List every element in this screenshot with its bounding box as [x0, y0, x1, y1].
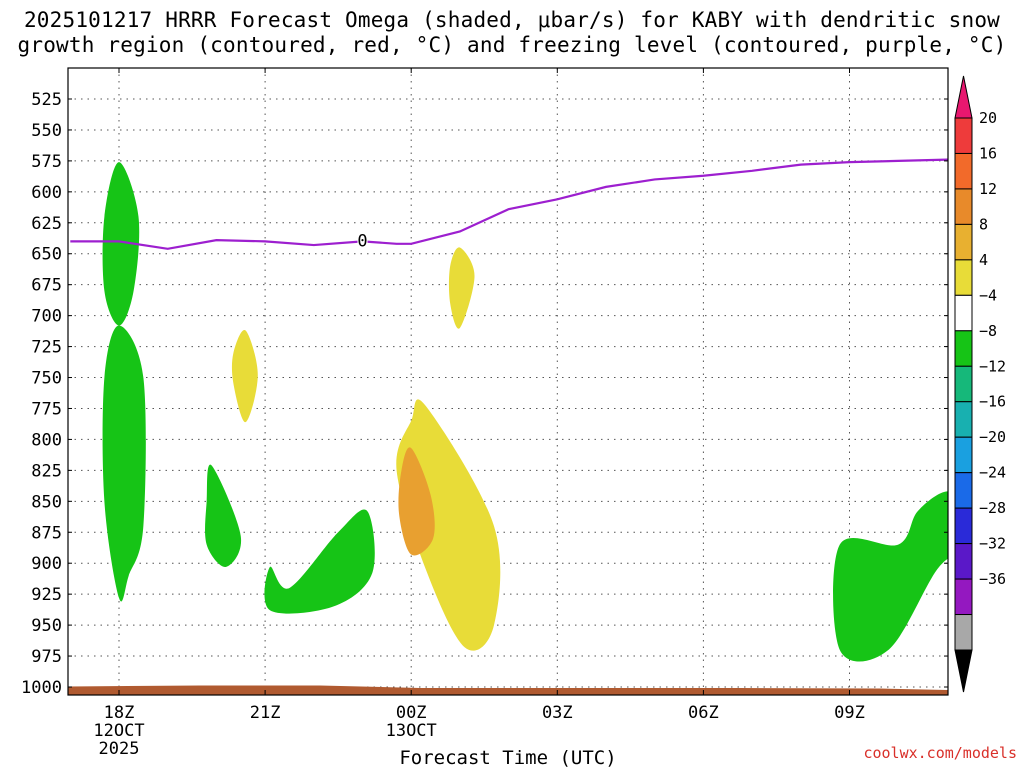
y-tick-label: 1000 [21, 678, 62, 698]
y-tick-label: 700 [31, 307, 62, 327]
colorbar-band [954, 507, 973, 545]
x-axis-title: Forecast Time (UTC) [399, 747, 616, 768]
omega-region-0 [102, 162, 140, 326]
y-tick-label: 975 [31, 647, 62, 667]
x-tick-label: 18Z [104, 703, 135, 723]
plot-area: 0 [68, 68, 948, 695]
colorbar-band [954, 223, 973, 261]
colorbar-label: −32 [979, 535, 1006, 553]
omega-region-2 [205, 464, 242, 568]
omega-region-1 [102, 325, 146, 602]
colorbar-label: −28 [979, 499, 1006, 517]
x-tick-label: 21Z [250, 703, 281, 723]
y-tick-label: 825 [31, 461, 62, 481]
colorbar-label: −4 [979, 286, 997, 304]
y-tick-label: 900 [31, 554, 62, 574]
colorbar-band [954, 614, 973, 651]
freezing-level-label: 0 [357, 231, 367, 251]
colorbar-label: −8 [979, 322, 997, 340]
colorbar-label: −24 [979, 464, 1006, 482]
x-tick-sublabel: 12OCT [93, 721, 144, 741]
y-tick-label: 925 [31, 585, 62, 605]
omega-region-8 [398, 447, 435, 556]
plot-frame [67, 67, 949, 696]
omega-region-5 [396, 399, 501, 651]
colorbar-top-arrow [954, 75, 973, 119]
x-tick-label: 09Z [834, 703, 865, 723]
y-tick-label: 525 [31, 90, 62, 110]
colorbar-band [954, 578, 973, 616]
colorbar-band [954, 472, 973, 509]
colorbar-label: 4 [979, 251, 988, 269]
colorbar-bottom-arrow [954, 649, 973, 693]
colorbar-label: 8 [979, 215, 988, 233]
colorbar-band [954, 294, 973, 332]
omega-region-3 [264, 509, 375, 614]
y-tick-label: 550 [31, 121, 62, 141]
colorbar-band [954, 330, 973, 367]
colorbar-label: −16 [979, 393, 1006, 411]
y-tick-label: 775 [31, 399, 62, 419]
freezing-level-line [70, 158, 948, 250]
omega-region-6 [448, 247, 475, 329]
x-tick-label: 03Z [542, 703, 573, 723]
y-tick-label: 875 [31, 523, 62, 543]
colorbar-band [954, 365, 973, 403]
y-tick-label: 575 [31, 152, 62, 172]
colorbar-band [954, 259, 973, 296]
y-tick-label: 800 [31, 430, 62, 450]
y-tick-label: 650 [31, 245, 62, 265]
y-tick-label: 625 [31, 214, 62, 234]
chart-title-line1: 2025101217 HRRR Forecast Omega (shaded, … [23, 8, 1001, 32]
colorbar-label: 16 [979, 144, 997, 162]
x-tick-label: 00Z [396, 703, 427, 723]
y-tick-label: 950 [31, 616, 62, 636]
colorbar-label: −20 [979, 428, 1006, 446]
colorbar-band [954, 401, 973, 438]
omega-region-4 [833, 491, 948, 662]
y-tick-label: 750 [31, 369, 62, 389]
x-tick-label: 06Z [688, 703, 719, 723]
colorbar-label: 12 [979, 180, 997, 198]
colorbar-label: −12 [979, 357, 1006, 375]
terrain-fill [68, 685, 948, 695]
colorbar-label: −36 [979, 570, 1006, 588]
y-tick-label: 725 [31, 338, 62, 358]
colorbar-band [954, 436, 973, 474]
freezing-label-bg [357, 233, 368, 248]
colorbar-band [954, 543, 973, 580]
y-tick-label: 600 [31, 183, 62, 203]
colorbar-band [954, 188, 973, 225]
y-tick-label: 850 [31, 492, 62, 512]
y-tick-label: 675 [31, 276, 62, 296]
x-tick-sublabel: 13OCT [386, 721, 437, 741]
chart-title-line2: growth region (contoured, red, °C) and f… [17, 33, 1007, 57]
omega-region-7 [231, 329, 258, 423]
colorbar-band [954, 117, 973, 154]
colorbar-label: 20 [979, 109, 997, 127]
x-tick-sublabel-year: 2025 [99, 739, 140, 759]
credit-text: coolwx.com/models [863, 744, 1017, 762]
colorbar-band [954, 152, 973, 190]
